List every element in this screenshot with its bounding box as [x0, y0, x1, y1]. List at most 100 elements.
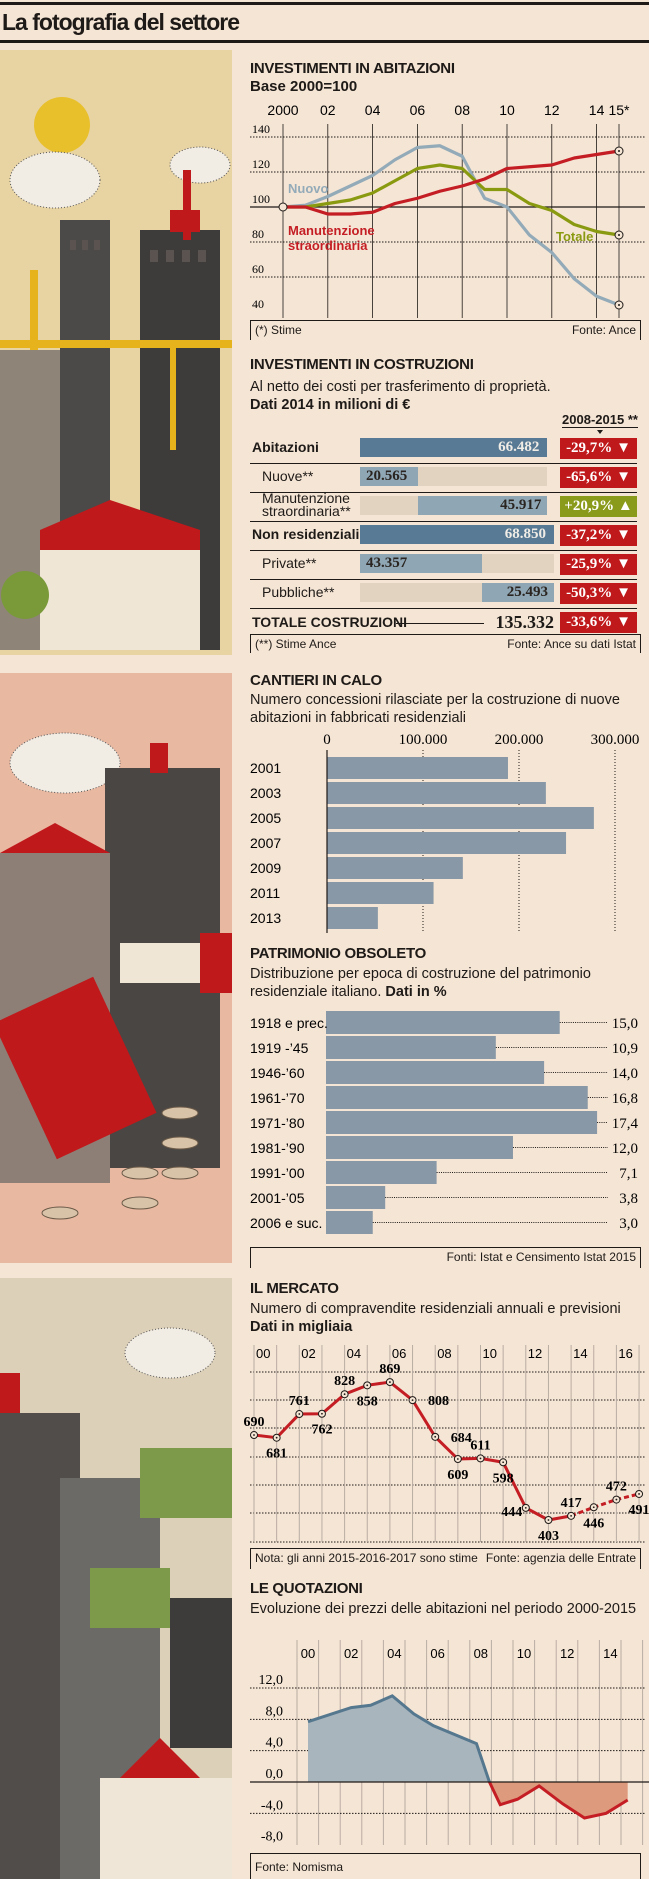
- x-tick-label: 04: [387, 1646, 401, 1661]
- change-column-header: 2008-2015 **: [562, 412, 638, 428]
- subtitle-bold: Dati in %: [385, 984, 447, 1000]
- y-tick-label: 80: [252, 227, 264, 241]
- chart-footer: Nota: gli anni 2015-2016-2017 sono stime…: [250, 1548, 641, 1569]
- row-label: Nuove**: [262, 468, 314, 484]
- x-tick-label: 14: [589, 102, 605, 118]
- start-marker: [278, 202, 288, 212]
- crane-icon: [0, 340, 232, 348]
- triangle-up-icon: ▲: [617, 498, 633, 514]
- series-line-totale: [283, 163, 620, 237]
- chart-source: Fonte: Nomisma: [255, 1859, 344, 1874]
- data-label: 491: [629, 1503, 649, 1518]
- change-value: -29,7%: [566, 440, 613, 456]
- value-bar: [360, 467, 418, 486]
- chart-subtitle: Base 2000=100: [250, 78, 358, 95]
- section-subtitle-bold: Dati 2014 in milioni di €: [250, 397, 411, 413]
- x-tick-label: 08: [454, 102, 470, 118]
- x-tick-label: 16: [618, 1346, 632, 1361]
- data-label: 446: [583, 1516, 604, 1531]
- x-tick-label: 12: [544, 102, 560, 118]
- bar-4: [326, 1111, 598, 1134]
- row-separator: [250, 550, 637, 551]
- data-point-dot: [253, 1434, 255, 1436]
- category-label: 2007: [250, 835, 281, 851]
- category-label: 1946-’60: [250, 1065, 305, 1081]
- value-label: 17,4: [612, 1116, 639, 1132]
- data-label: 761: [289, 1394, 310, 1409]
- x-tick-label: 06: [392, 1346, 406, 1361]
- data-point-dot: [434, 1435, 437, 1438]
- x-tick-label: 10: [499, 102, 515, 118]
- legend-label-nuovo: Nuovo: [288, 181, 329, 196]
- category-label: 2001: [250, 760, 281, 776]
- data-point-dot: [524, 1506, 527, 1509]
- x-tick-label: 04: [347, 1346, 361, 1361]
- banknote-icon: [140, 1448, 232, 1518]
- data-point-dot: [298, 1413, 301, 1415]
- coins-icon: [41, 1106, 199, 1220]
- data-label: 808: [428, 1394, 449, 1409]
- data-label: 472: [606, 1480, 627, 1495]
- section-title-mercato: IL MERCATO: [250, 1280, 339, 1297]
- y-tick-label: 140: [252, 122, 270, 136]
- endpoint-marker-dot: [618, 234, 620, 236]
- x-tick-label: 02: [344, 1646, 358, 1661]
- data-point-dot: [615, 1498, 618, 1501]
- x-tick-label: 300.000: [591, 732, 640, 748]
- bar-value: 68.850: [504, 526, 546, 542]
- change-badge: -50,3% ▼: [560, 583, 637, 604]
- illustration-permit-handover: [0, 673, 232, 1263]
- total-change-badge: -33,6% ▼: [560, 612, 637, 633]
- chart-note: (*) Stime: [255, 323, 302, 337]
- value-label: 14,0: [612, 1066, 638, 1082]
- change-value: -33,6%: [566, 614, 613, 630]
- endpoint-marker-dot: [618, 150, 620, 152]
- series-line-manutenzione: [283, 149, 620, 216]
- change-value: -50,3%: [566, 585, 613, 601]
- x-tick-label: 02: [320, 102, 336, 118]
- cloud-icon: [124, 1327, 216, 1379]
- triangle-down-icon: ▼: [616, 585, 631, 601]
- section-title-quotazioni: LE QUOTAZIONI: [250, 1580, 363, 1597]
- bar-value: 45.917: [500, 497, 542, 513]
- data-point-dot: [343, 1393, 346, 1396]
- data-label: 403: [538, 1529, 559, 1544]
- category-label: 1981-’90: [250, 1140, 305, 1156]
- x-tick-label: 06: [430, 1646, 444, 1661]
- x-tick-label: 08: [474, 1646, 488, 1661]
- category-label: 2003: [250, 785, 281, 801]
- bar-2007: [327, 832, 567, 854]
- row-label: Manutenzione straordinaria**: [262, 490, 351, 519]
- y-tick-label: 60: [252, 262, 264, 276]
- bar-2005: [327, 807, 594, 829]
- x-tick-label: 100.000: [399, 732, 448, 748]
- header-pointer-icon: [597, 430, 603, 434]
- x-tick-label: 10: [517, 1646, 531, 1661]
- x-tick-label: 10: [483, 1346, 497, 1361]
- category-label: 2009: [250, 860, 281, 876]
- y-tick-label: 8,0: [266, 1704, 284, 1719]
- bar-6: [326, 1161, 437, 1184]
- triangle-down-icon: ▼: [616, 556, 631, 572]
- category-label: 1918 e prec.: [250, 1015, 328, 1031]
- data-point-dot: [411, 1399, 414, 1402]
- top-rule: [0, 2, 649, 5]
- illustration-city-market: [0, 1278, 232, 1879]
- triangle-down-icon: ▼: [616, 440, 631, 456]
- y-tick-label: 12,0: [259, 1673, 284, 1688]
- value-bar: [360, 554, 483, 573]
- y-tick-label: -8,0: [261, 1830, 283, 1845]
- value-label: 12,0: [612, 1141, 638, 1157]
- value-bar: [360, 438, 548, 457]
- row-separator: [250, 579, 637, 580]
- bar-2: [326, 1061, 545, 1084]
- value-label: 3,0: [619, 1216, 638, 1232]
- value-bar: [482, 583, 554, 602]
- change-badge: -37,2% ▼: [560, 525, 637, 546]
- data-point-dot: [638, 1493, 640, 1495]
- change-badge: -65,6% ▼: [560, 467, 637, 488]
- category-label: 2001-’05: [250, 1190, 305, 1206]
- y-tick-label: 120: [252, 157, 270, 171]
- value-bar: [360, 525, 554, 544]
